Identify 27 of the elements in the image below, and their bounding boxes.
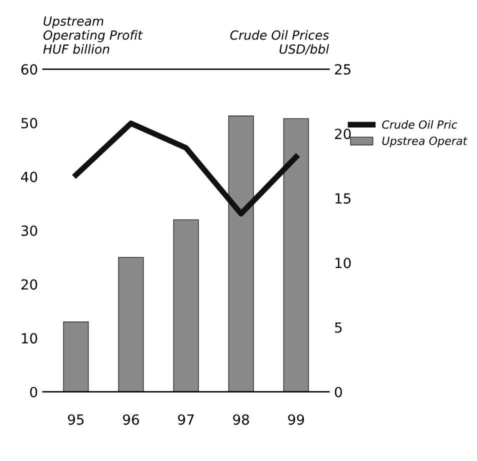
y-tick-label: 40: [21, 172, 38, 182]
x-tick-label: 96: [123, 414, 139, 425]
x-tick-label: 99: [288, 414, 304, 425]
bar: [173, 219, 199, 392]
bar: [228, 116, 254, 392]
y-tick-label: 20: [21, 279, 38, 290]
y-tick-label: 60: [21, 64, 38, 75]
legend-label: Crude Oil Pric: [382, 120, 458, 129]
y2-tick-label: 20: [335, 128, 351, 140]
bar: [118, 256, 144, 392]
bar: [63, 322, 89, 392]
y2-tick-label: 0: [334, 386, 342, 398]
y-tick-label: 50: [21, 118, 38, 128]
y2-tick-label: 15: [336, 193, 350, 204]
y2-axis-title: Crude Oil Prices USD/bbl: [230, 30, 330, 55]
y-tick-label: 30: [21, 225, 38, 236]
y-tick-label: 0: [30, 386, 38, 398]
legend-label: Upstrea Operat: [382, 136, 468, 148]
bar: [283, 118, 309, 392]
x-tick-label: 95: [68, 414, 84, 425]
y-tick-label: 10: [22, 333, 38, 344]
y-axis-title: Upstream Operating Profit HUF billion: [43, 16, 143, 54]
x-tick-label: 98: [233, 414, 249, 425]
y2-tick-label: 10: [336, 258, 351, 268]
y2-tick-label: 25: [335, 64, 350, 75]
y2-tick-label: 5: [335, 322, 342, 333]
x-tick-label: 97: [178, 414, 194, 425]
